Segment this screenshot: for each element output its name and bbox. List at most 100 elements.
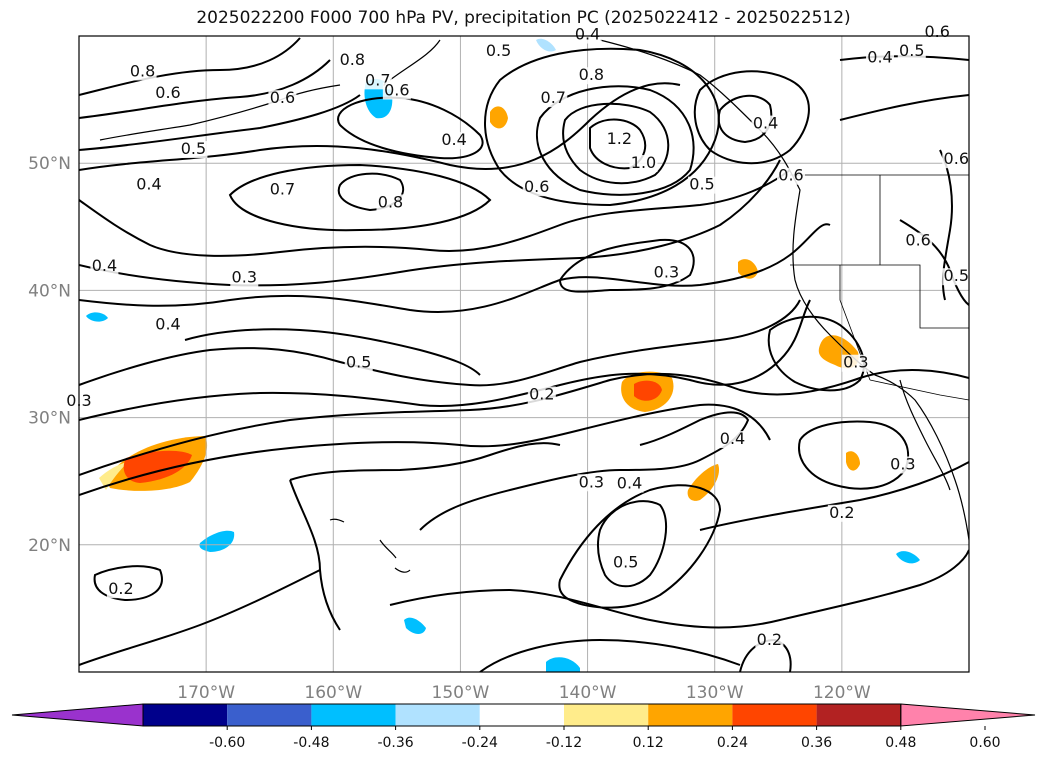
precip-area <box>536 38 556 52</box>
lat-tick-label: 40°N <box>28 281 71 301</box>
pv-contour <box>79 159 781 287</box>
contour-label: 0.3 <box>890 454 915 473</box>
borders <box>790 174 970 401</box>
coastlines <box>99 39 969 573</box>
border <box>839 175 881 381</box>
colorbar-segment <box>732 704 817 726</box>
pv-contour <box>79 299 801 387</box>
contour-label-bg <box>751 115 780 133</box>
contour-label-bg <box>841 354 870 372</box>
lon-tick-label: 140°W <box>559 683 617 703</box>
contour-label-bg <box>688 176 716 194</box>
pv-contour <box>596 500 668 588</box>
contour-label: 0.6 <box>155 83 180 102</box>
colorbar-tick-label: 0.36 <box>801 735 832 751</box>
contour-label: 0.6 <box>905 231 930 250</box>
precip-area <box>846 451 860 471</box>
contour-label: 0.3 <box>843 353 868 372</box>
contour-label-bg <box>230 269 259 287</box>
contour-label-bg <box>376 194 405 212</box>
contour-label-bg <box>134 176 163 194</box>
lon-tick-label: 130°W <box>686 683 744 703</box>
contour-label-bg <box>942 151 971 169</box>
lon-tick-label: 150°W <box>432 683 490 703</box>
pv-contour <box>558 484 722 609</box>
contour-label-bg <box>268 181 297 199</box>
contour-label: 0.6 <box>924 22 949 41</box>
pv-contour <box>693 70 810 165</box>
contour-label-bg <box>382 82 411 100</box>
contour-label: 0.4 <box>441 130 466 149</box>
border <box>790 264 969 329</box>
contour-label-bg <box>629 155 658 173</box>
contour-label: 0.6 <box>384 81 409 100</box>
contour-label: 0.8 <box>378 192 403 211</box>
pv-contour <box>839 94 969 121</box>
contour-label: 0.3 <box>579 472 604 491</box>
contour-label-bg <box>338 51 367 69</box>
contour-label-bg <box>904 232 933 250</box>
contour-label: 0.4 <box>753 114 778 133</box>
contour-label: 0.4 <box>136 175 161 194</box>
contour-label-bg <box>179 141 208 159</box>
lat-tick-label: 50°N <box>28 154 71 174</box>
lon-tick-label: 170°W <box>177 683 235 703</box>
contour-label: 0.6 <box>270 88 295 107</box>
colorbar-extend-high <box>900 703 1036 727</box>
contour-label: 0.4 <box>720 429 745 448</box>
lon-tick-label: 160°W <box>304 683 362 703</box>
contour-label-bg <box>942 268 971 286</box>
contour-label-bg <box>605 130 634 148</box>
contour-label-bg <box>154 316 182 334</box>
plot-frame <box>78 35 970 673</box>
contour-label: 0.7 <box>270 180 295 199</box>
contour-label: 0.2 <box>757 630 782 649</box>
contour-label-bg <box>615 475 644 493</box>
colorbar-segment <box>311 704 396 726</box>
contour-label: 0.5 <box>486 41 511 60</box>
contour-label: 0.6 <box>944 149 969 168</box>
pv-contour <box>289 442 561 481</box>
pv-contour <box>79 569 321 666</box>
contour-label-bg <box>522 179 551 197</box>
contour-label-bg <box>652 264 681 282</box>
pv-contour <box>389 549 969 629</box>
contour-label-bg <box>128 63 157 81</box>
contour-label: 0.3 <box>654 262 679 281</box>
colorbar-extend-low <box>11 703 144 727</box>
contour-label-bg <box>268 90 297 108</box>
colorbar: -0.60 -0.48 -0.36 -0.24 -0.12 0.12 0.24 0.36 0.4… <box>11 703 1036 751</box>
contour-label-bg <box>755 632 784 650</box>
colorbar-tick-label: -0.60 <box>209 735 245 751</box>
contour-label: 0.4 <box>575 25 600 44</box>
pv-contour <box>228 163 492 232</box>
pv-contour <box>184 328 481 376</box>
precip-area <box>199 530 235 552</box>
precip-area <box>546 657 580 672</box>
contour-label: 0.5 <box>613 552 638 571</box>
coastline <box>899 379 951 491</box>
contour-label-bg <box>527 386 556 404</box>
pv-contour <box>93 565 163 602</box>
contour-label-bg <box>344 354 373 372</box>
contour-label: 0.4 <box>155 315 180 334</box>
colorbar-segment <box>816 704 901 726</box>
contour-label: 0.4 <box>617 474 642 493</box>
pv-contour <box>479 638 741 672</box>
precip-area <box>634 380 662 401</box>
contour-label: 0.5 <box>346 353 371 372</box>
pv-contour <box>79 223 831 313</box>
colorbar-tick-label: 0.60 <box>969 735 1000 751</box>
pv-contour <box>289 479 341 631</box>
contour-label: 0.2 <box>108 579 133 598</box>
precip-area <box>687 464 720 501</box>
contour-label-bg <box>539 90 568 108</box>
precip-area <box>490 106 508 129</box>
contour-label: 1.2 <box>607 129 632 148</box>
contour-label: 0.2 <box>529 385 554 404</box>
lat-tick-label: 30°N <box>28 409 71 429</box>
pv-contour <box>337 96 484 160</box>
contour-label: 0.7 <box>541 88 566 107</box>
colorbar-segment <box>564 704 649 726</box>
contour-label-bg <box>573 26 602 44</box>
